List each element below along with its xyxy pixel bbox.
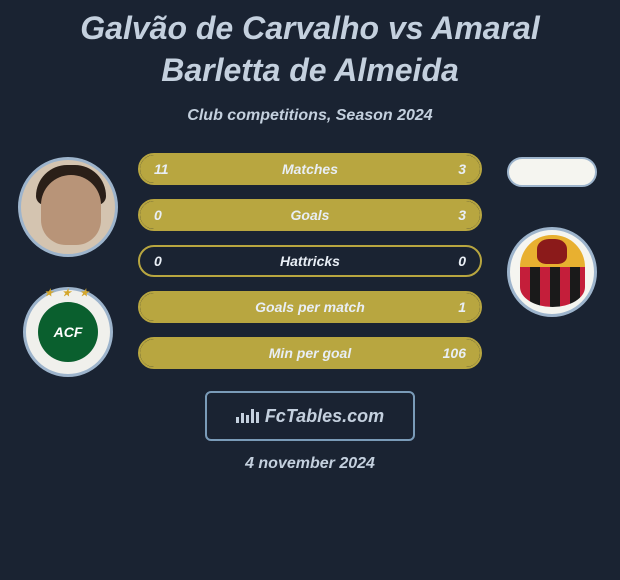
lion-icon [537,239,567,264]
stat-label: Hattricks [280,253,340,269]
stat-label: Matches [282,161,338,177]
comparison-card: Galvão de Carvalho vs Amaral Barletta de… [0,0,620,473]
stat-label: Goals [291,207,330,223]
stat-value-right: 3 [458,207,466,223]
stat-value-left: 0 [154,207,162,223]
content-row: ★ ★ ★ ACF 11 Matches 3 0 Goals 3 0 Hattricks 0 Go… [0,153,620,383]
page-title: Galvão de Carvalho vs Amaral Barletta de… [0,0,620,99]
player-left-column: ★ ★ ★ ACF [8,153,128,377]
stat-row: Min per goal 106 [138,337,482,369]
chart-icon [236,409,259,423]
subtitle: Club competitions, Season 2024 [0,107,620,125]
player-left-club-logo: ★ ★ ★ ACF [23,287,113,377]
stat-value-right: 3 [458,161,466,177]
stat-row: Goals per match 1 [138,291,482,323]
branding-text: FcTables.com [265,406,384,427]
stat-value-right: 1 [458,299,466,315]
player-right-club-logo [507,227,597,317]
player-right-photo [507,157,597,187]
stat-value-left: 0 [154,253,162,269]
stat-row: 0 Goals 3 [138,199,482,231]
stat-row: 0 Hattricks 0 [138,245,482,277]
stats-column: 11 Matches 3 0 Goals 3 0 Hattricks 0 Goals per ma… [128,153,492,383]
date-text: 4 november 2024 [0,455,620,473]
stat-label: Min per goal [269,345,351,361]
stat-value-left: 11 [154,161,169,177]
branding-box: FcTables.com [205,391,415,441]
stat-label: Goals per match [255,299,365,315]
player-left-photo [18,157,118,257]
stat-row: 11 Matches 3 [138,153,482,185]
club-badge-text: ACF [54,324,83,340]
stat-value-right: 0 [458,253,466,269]
stars-icon: ★ ★ ★ [44,288,91,299]
player-right-column [492,153,612,317]
stat-value-right: 106 [443,345,466,361]
